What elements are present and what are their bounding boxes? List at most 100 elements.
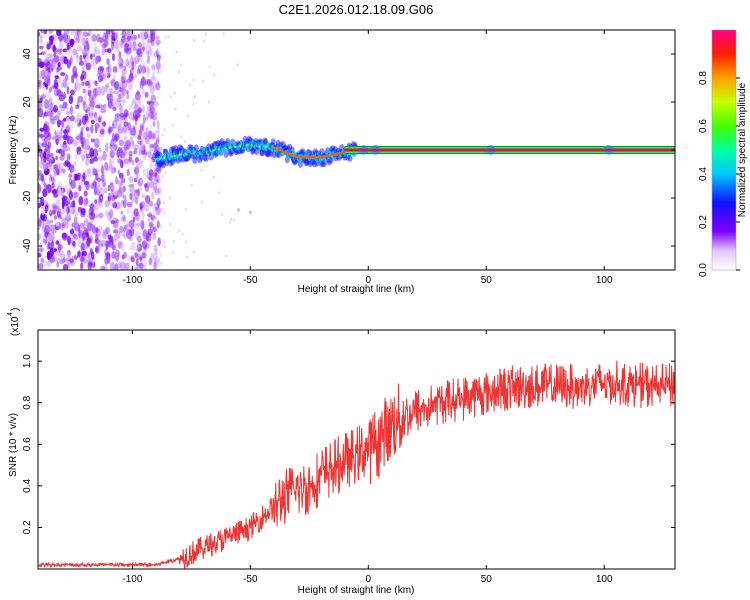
colorbar-gradient bbox=[712, 30, 736, 270]
noise-blob bbox=[57, 188, 62, 197]
noise-blob bbox=[158, 223, 163, 230]
noise-blob bbox=[121, 177, 126, 184]
noise-blob bbox=[74, 222, 80, 232]
noise-blob bbox=[70, 209, 75, 215]
noise-blob bbox=[66, 206, 70, 215]
noise-blob bbox=[125, 57, 130, 67]
noise-blob bbox=[56, 261, 60, 268]
noise-blob bbox=[156, 54, 161, 62]
noise-blob bbox=[115, 99, 122, 108]
noise-blob bbox=[114, 114, 120, 122]
noise-blob bbox=[128, 104, 132, 111]
noise-blob bbox=[110, 188, 114, 198]
noise-blob bbox=[150, 63, 156, 69]
noise-blob bbox=[159, 251, 163, 259]
noise-blob bbox=[127, 182, 134, 189]
noise-blob bbox=[120, 199, 124, 207]
noise-blob bbox=[94, 199, 98, 205]
noise-blob bbox=[104, 249, 108, 255]
noise-blob bbox=[148, 124, 153, 129]
noise-blob bbox=[152, 132, 156, 139]
noise-blob bbox=[84, 159, 90, 167]
noise-blob bbox=[119, 39, 123, 49]
noise-blob bbox=[49, 247, 54, 257]
noise-blob bbox=[150, 32, 156, 42]
noise-blob bbox=[80, 95, 83, 102]
noise-blob bbox=[179, 135, 182, 139]
noise-blob bbox=[50, 115, 57, 121]
noise-blob bbox=[92, 60, 96, 70]
noise-blob bbox=[116, 189, 123, 198]
noise-blob bbox=[38, 31, 41, 37]
track-blob-outer bbox=[254, 147, 260, 155]
noise-blob bbox=[163, 200, 166, 205]
noise-blob bbox=[100, 173, 105, 183]
noise-blob bbox=[131, 159, 135, 166]
noise-blob bbox=[97, 74, 103, 83]
noise-blob bbox=[154, 100, 160, 108]
noise-blob bbox=[137, 235, 142, 243]
noise-blob bbox=[55, 240, 60, 245]
noise-blob bbox=[65, 110, 71, 115]
noise-blob bbox=[83, 57, 87, 68]
noise-blob bbox=[63, 140, 67, 146]
noise-blob bbox=[155, 138, 160, 144]
noise-blob bbox=[55, 155, 58, 161]
noise-blob bbox=[139, 123, 144, 131]
noise-blob bbox=[42, 83, 45, 93]
noise-blob bbox=[154, 142, 159, 152]
noise-blob bbox=[95, 228, 101, 238]
noise-blob bbox=[155, 206, 161, 216]
noise-blob bbox=[117, 94, 122, 99]
noise-blob bbox=[75, 174, 81, 181]
noise-blob bbox=[44, 204, 49, 213]
noise-blob bbox=[146, 100, 152, 105]
noise-blob bbox=[132, 41, 137, 51]
noise-blob bbox=[128, 156, 132, 162]
noise-blob bbox=[106, 58, 110, 65]
noise-blob bbox=[49, 87, 53, 93]
noise-blob bbox=[58, 94, 65, 102]
noise-blob bbox=[96, 198, 100, 206]
noise-blob bbox=[64, 221, 69, 229]
x-tick-label: -100 bbox=[122, 275, 142, 286]
noise-blob bbox=[157, 198, 162, 205]
noise-blob bbox=[127, 60, 131, 69]
noise-blob bbox=[86, 238, 91, 247]
noise-blob bbox=[153, 244, 158, 252]
noise-blob bbox=[137, 98, 142, 109]
noise-blob bbox=[143, 42, 149, 48]
noise-blob bbox=[38, 262, 44, 270]
noise-blob bbox=[118, 139, 125, 147]
noise-blob bbox=[92, 180, 97, 187]
noise-blob bbox=[124, 113, 128, 118]
noise-blob bbox=[126, 201, 133, 208]
noise-blob bbox=[118, 119, 123, 128]
noise-blob bbox=[63, 30, 70, 35]
noise-blob bbox=[147, 217, 151, 224]
noise-blob bbox=[45, 61, 51, 71]
noise-blob bbox=[76, 44, 83, 53]
noise-blob bbox=[108, 208, 114, 219]
noise-blob bbox=[168, 223, 171, 227]
noise-blob bbox=[100, 165, 104, 175]
noise-blob bbox=[54, 114, 60, 121]
noise-blob bbox=[137, 33, 141, 39]
noise-blob bbox=[111, 32, 115, 37]
locked-line-core bbox=[344, 148, 675, 152]
noise-blob bbox=[48, 53, 53, 59]
noise-blob bbox=[60, 71, 66, 77]
noise-blob bbox=[153, 185, 158, 193]
noise-blob bbox=[93, 156, 99, 162]
noise-blob bbox=[38, 217, 42, 227]
noise-blob bbox=[78, 184, 82, 192]
noise-blob bbox=[131, 98, 137, 105]
noise-blob bbox=[73, 216, 78, 225]
noise-blob bbox=[107, 196, 111, 201]
noise-blob bbox=[90, 124, 94, 134]
noise-blob bbox=[155, 48, 159, 58]
noise-blob bbox=[81, 154, 86, 162]
noise-blob bbox=[140, 76, 147, 86]
noise-blob bbox=[155, 60, 161, 70]
noise-blob bbox=[61, 119, 64, 128]
